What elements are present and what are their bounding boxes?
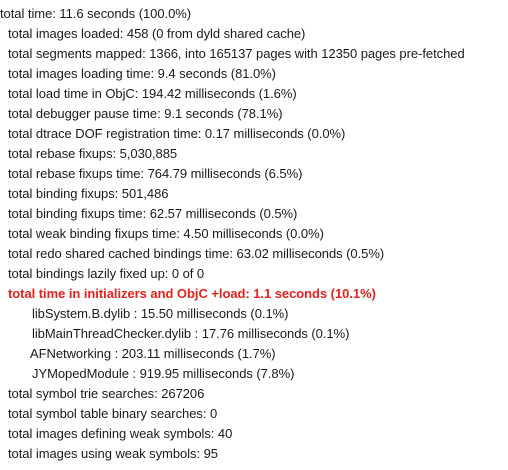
images-loading-time-line: total images loading time: 9.4 seconds (…	[8, 66, 276, 81]
bindings-lazily-fixed-line: total bindings lazily fixed up: 0 of 0	[8, 266, 205, 281]
total-time-line: total time: 11.6 seconds (100.0%)	[0, 6, 192, 21]
images-loaded-line: total images loaded: 458 (0 from dyld sh…	[8, 26, 306, 41]
symbol-table-binary-searches-line: total symbol table binary searches: 0	[8, 406, 218, 421]
initializer-libsystem-line: libSystem.B.dylib : 15.50 milliseconds (…	[32, 306, 289, 321]
segments-mapped-line: total segments mapped: 1366, into 165137…	[8, 46, 465, 61]
initializer-jymopedmodule-line: JYMopedModule : 919.95 milliseconds (7.8…	[32, 366, 295, 381]
rebase-fixups-line: total rebase fixups: 5,030,885	[8, 146, 178, 161]
binding-fixups-time-line: total binding fixups time: 62.57 millise…	[8, 206, 298, 221]
symbol-trie-searches-line: total symbol trie searches: 267206	[8, 386, 205, 401]
redo-shared-cached-bindings-line: total redo shared cached bindings time: …	[8, 246, 385, 261]
images-using-weak-symbols-line: total images using weak symbols: 95	[8, 446, 218, 461]
initializer-afnetworking-line: AFNetworking : 203.11 milliseconds (1.7%…	[30, 346, 276, 361]
binding-fixups-line: total binding fixups: 501,486	[8, 186, 169, 201]
initializer-libmainthreadchecker-line: libMainThreadChecker.dylib : 17.76 milli…	[32, 326, 350, 341]
weak-binding-fixups-time-line: total weak binding fixups time: 4.50 mil…	[8, 226, 324, 241]
images-defining-weak-symbols-line: total images defining weak symbols: 40	[8, 426, 233, 441]
initializers-time-line: total time in initializers and ObjC +loa…	[8, 286, 376, 301]
objc-load-time-line: total load time in ObjC: 194.42 millisec…	[8, 86, 297, 101]
rebase-fixups-time-line: total rebase fixups time: 764.79 millise…	[8, 166, 303, 181]
debugger-pause-time-line: total debugger pause time: 9.1 seconds (…	[8, 106, 283, 121]
dtrace-dof-time-line: total dtrace DOF registration time: 0.17…	[8, 126, 346, 141]
